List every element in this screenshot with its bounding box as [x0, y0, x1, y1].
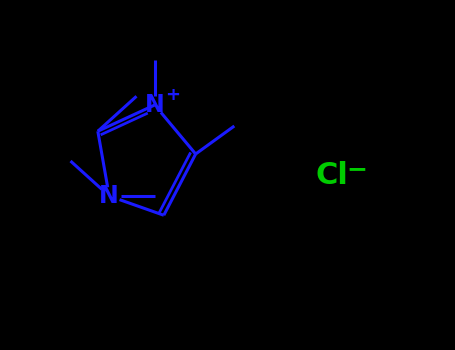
Text: Cl: Cl: [316, 161, 349, 189]
Text: −: −: [347, 157, 368, 181]
Text: N: N: [145, 93, 165, 117]
Text: N: N: [99, 184, 119, 208]
Text: +: +: [166, 86, 180, 104]
